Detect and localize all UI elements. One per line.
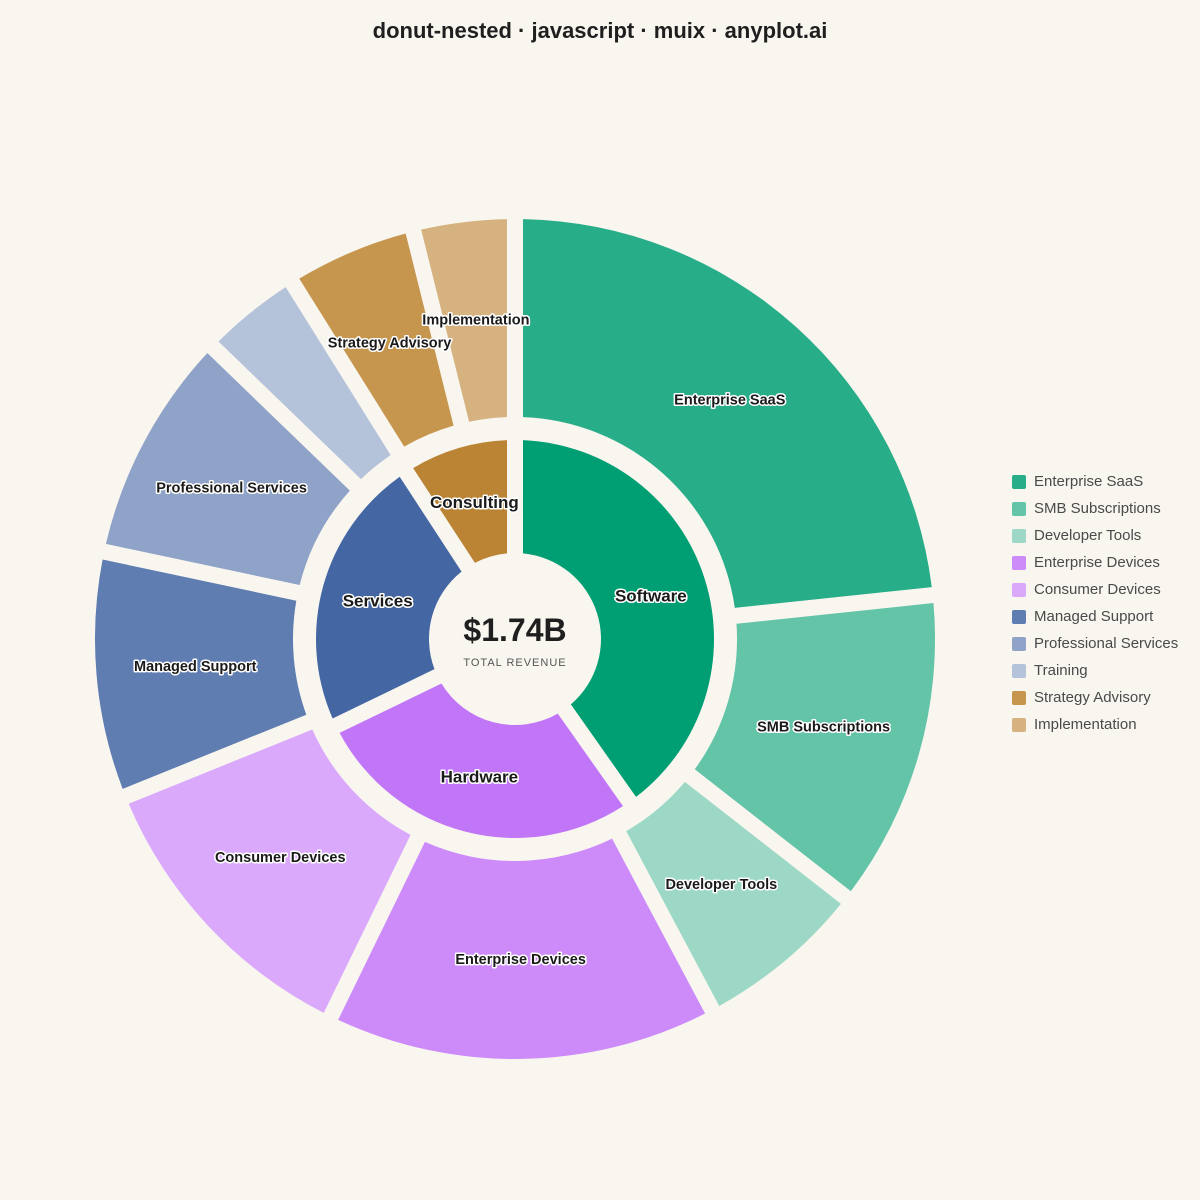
legend-swatch [1012, 609, 1026, 624]
legend-swatch [1012, 501, 1026, 516]
outer-slice-managed-support[interactable] [94, 559, 307, 789]
legend-item-professional-services[interactable]: Professional Services [1012, 630, 1178, 657]
inner-slice-services[interactable] [316, 476, 462, 719]
legend-swatch [1012, 636, 1026, 651]
legend-item-developer-tools[interactable]: Developer Tools [1012, 522, 1178, 549]
legend-label: Implementation [1034, 716, 1137, 733]
legend-item-managed-support[interactable]: Managed Support [1012, 603, 1178, 630]
legend-item-enterprise-saas[interactable]: Enterprise SaaS [1012, 468, 1178, 495]
legend-label: Developer Tools [1034, 527, 1142, 544]
outer-label-professional-services: Professional Services [156, 480, 307, 496]
legend-swatch [1012, 474, 1026, 489]
legend-label: Strategy Advisory [1034, 689, 1151, 706]
legend-label: Enterprise SaaS [1034, 473, 1144, 490]
inner-label-consulting: Consulting [430, 493, 519, 512]
outer-label-consumer-devices: Consumer Devices [215, 850, 346, 866]
inner-labels: Software Hardware Services Consulting [341, 491, 688, 788]
outer-slice-implementation[interactable] [421, 219, 508, 422]
legend-label: SMB Subscriptions [1034, 500, 1161, 517]
outer-label-enterprise-saas: Enterprise SaaS [674, 392, 786, 408]
legend-item-implementation[interactable]: Implementation [1012, 711, 1178, 738]
legend-swatch [1012, 690, 1026, 705]
outer-slice-enterprise-saas[interactable] [522, 219, 932, 608]
legend-label: Professional Services [1034, 635, 1179, 652]
legend-swatch [1012, 555, 1026, 570]
total-revenue-value: $1.74B [463, 612, 566, 648]
legend-swatch [1012, 663, 1026, 678]
legend: Enterprise SaaS SMB Subscriptions Develope… [1012, 468, 1178, 738]
outer-label-implementation: Implementation [422, 312, 529, 328]
outer-label-strategy-advisory: Strategy Advisory [328, 336, 452, 352]
legend-item-smb-subscriptions[interactable]: SMB Subscriptions [1012, 495, 1178, 522]
outer-slice-professional-services[interactable] [105, 353, 350, 586]
legend-swatch [1012, 528, 1026, 543]
inner-label-services: Services [343, 591, 413, 610]
outer-slice-enterprise-devices[interactable] [338, 838, 706, 1059]
inner-label-hardware: Hardware [441, 767, 518, 786]
outer-label-managed-support: Managed Support [134, 659, 257, 675]
inner-slice-hardware[interactable] [339, 683, 624, 838]
outer-slice-strategy-advisory[interactable] [299, 233, 454, 447]
outer-slice-developer-tools[interactable] [626, 781, 841, 1007]
legend-label: Managed Support [1034, 608, 1154, 625]
legend-item-strategy-advisory[interactable]: Strategy Advisory [1012, 684, 1178, 711]
total-revenue-caption: TOTAL REVENUE [463, 657, 566, 669]
outer-slice-smb-subscriptions[interactable] [694, 603, 935, 892]
legend-label: Enterprise Devices [1034, 554, 1160, 571]
inner-ring [316, 440, 714, 838]
chart-title: donut-nested · javascript · muix · anypl… [372, 18, 828, 43]
legend-label: Training [1034, 662, 1088, 679]
outer-slice-consumer-devices[interactable] [128, 729, 411, 1013]
inner-label-software: Software [615, 586, 687, 605]
outer-labels: Enterprise SaaS SMB Subscriptions Develope… [132, 311, 891, 970]
outer-label-developer-tools: Developer Tools [665, 877, 777, 893]
outer-label-smb-subscriptions: SMB Subscriptions [757, 719, 890, 735]
outer-ring [94, 219, 935, 1059]
legend-label: Consumer Devices [1034, 581, 1161, 598]
legend-item-training[interactable]: Training [1012, 657, 1178, 684]
legend-item-consumer-devices[interactable]: Consumer Devices [1012, 576, 1178, 603]
legend-swatch [1012, 582, 1026, 597]
legend-item-enterprise-devices[interactable]: Enterprise Devices [1012, 549, 1178, 576]
inner-slice-software[interactable] [522, 440, 714, 797]
center-summary: $1.74B TOTAL REVENUE [463, 612, 566, 669]
outer-slice-training[interactable] [218, 287, 391, 480]
inner-slice-consulting[interactable] [413, 440, 508, 563]
outer-label-enterprise-devices: Enterprise Devices [455, 952, 586, 968]
legend-swatch [1012, 717, 1026, 732]
